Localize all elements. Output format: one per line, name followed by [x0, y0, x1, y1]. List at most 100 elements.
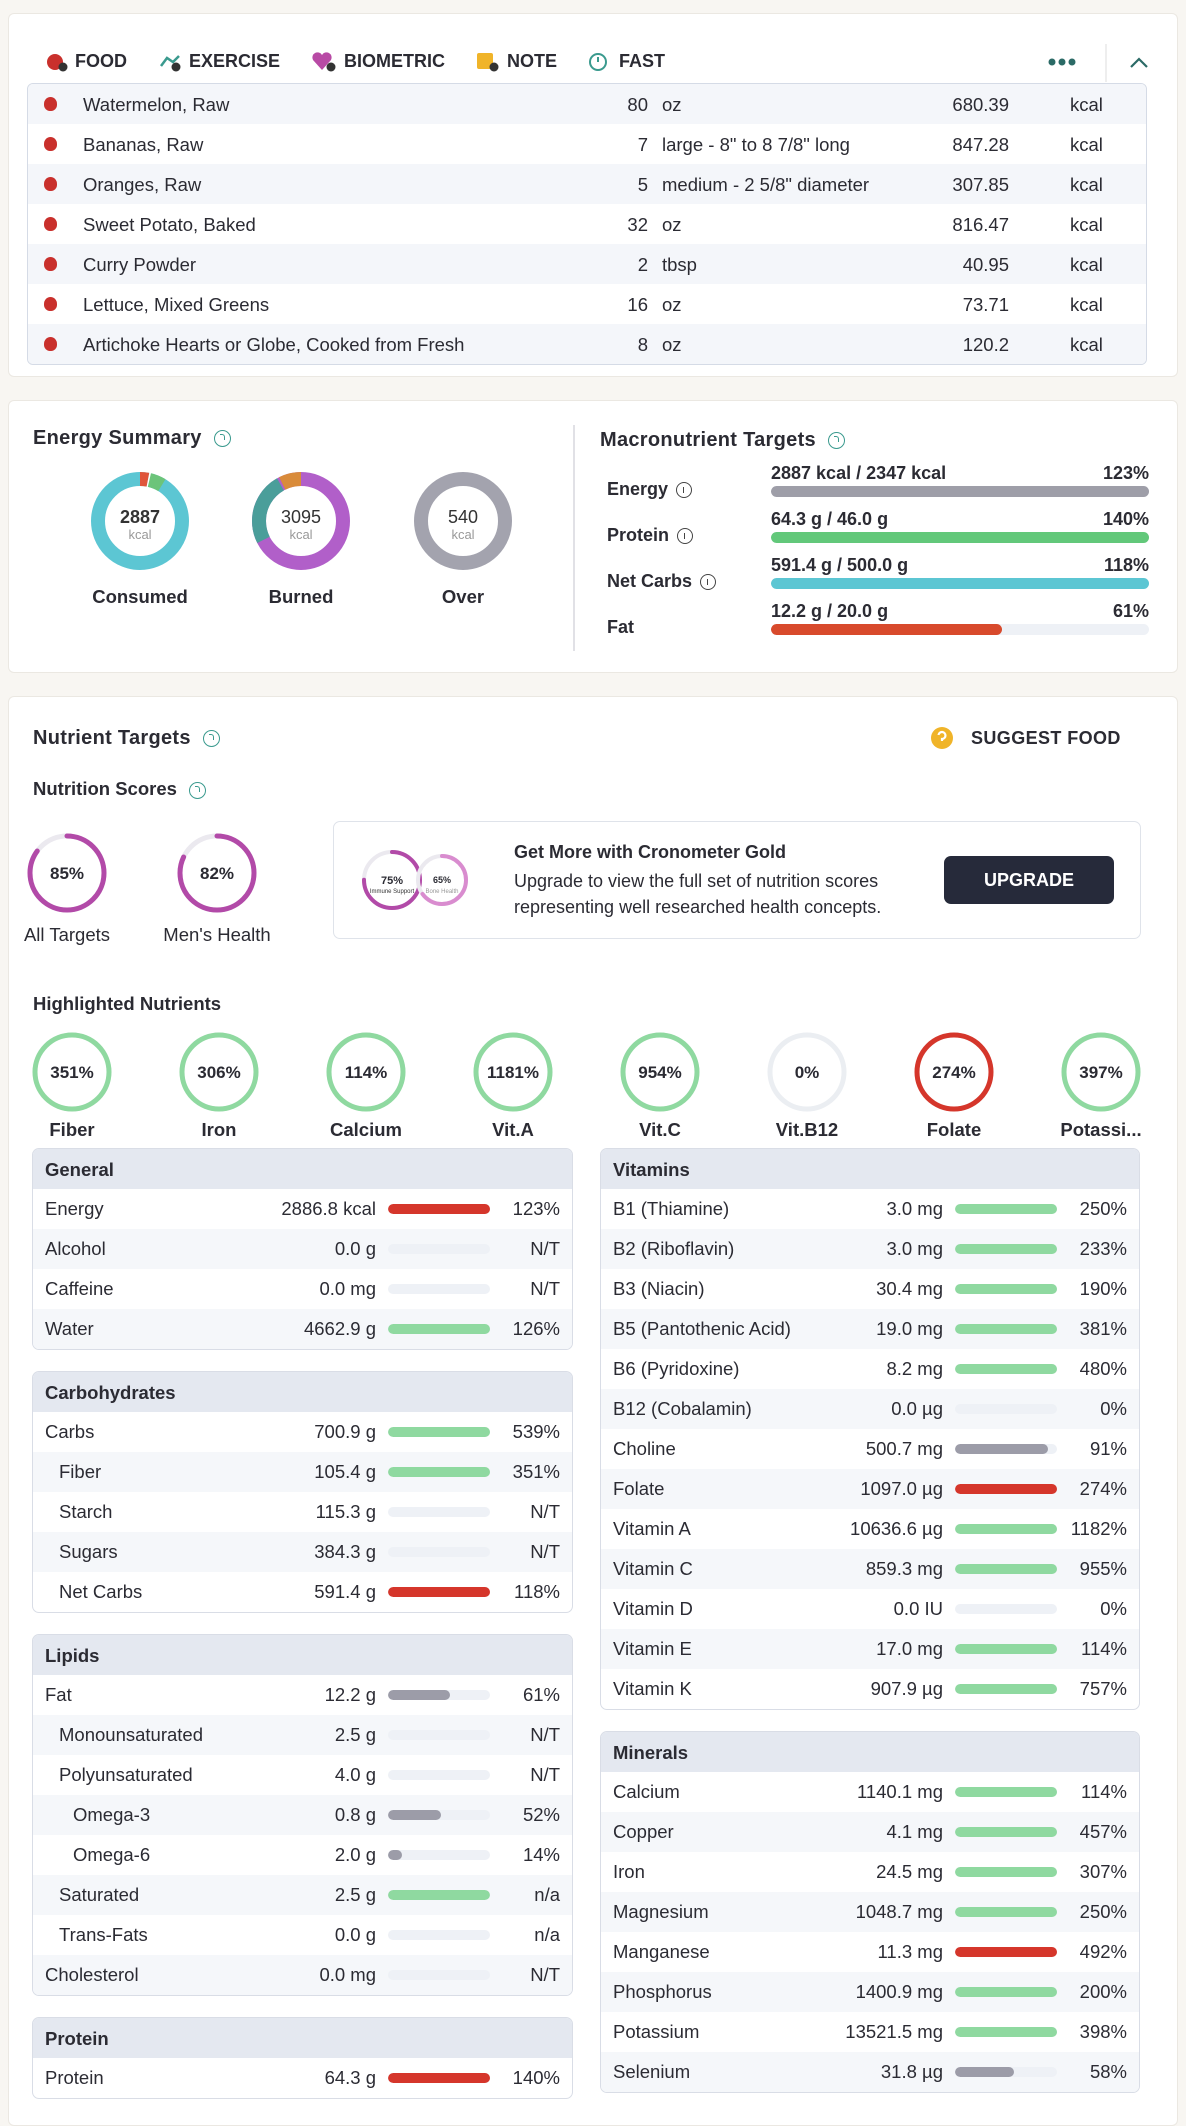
- nutrient-row: Vitamin E 17.0 mg 114%: [601, 1629, 1139, 1669]
- macro-row: Fat 12.2 g / 20.0 g 61%: [607, 601, 1149, 647]
- nutrient-name: B2 (Riboflavin): [613, 1238, 735, 1259]
- nutrient-amount: 17.0 mg: [876, 1638, 943, 1659]
- tab-label[interactable]: FOOD: [75, 50, 127, 71]
- progress-bar: [955, 1244, 1057, 1254]
- info-icon: [677, 528, 694, 545]
- macro-label: Protein: [607, 525, 670, 545]
- tab-label[interactable]: NOTE: [507, 50, 558, 71]
- nutrient-row: Vitamin A 10636.6 µg 1182%: [601, 1509, 1139, 1549]
- nutrient-name: Folate: [926, 1119, 982, 1140]
- ring-label: Over: [441, 586, 485, 607]
- macro-name: Protein: [607, 525, 694, 546]
- ring-arc: [416, 854, 468, 906]
- macro-detail: 64.3 g / 46.0 g: [771, 509, 889, 529]
- table-header: Protein: [33, 2018, 572, 2058]
- tab[interactable]: BIOMETRIC: [310, 50, 445, 72]
- nutrient-row: B1 (Thiamine) 3.0 mg 250%: [601, 1189, 1139, 1229]
- suggest-label[interactable]: SUGGEST FOOD: [971, 727, 1121, 748]
- food-amount: 16: [627, 294, 648, 315]
- help-icon[interactable]: [188, 781, 206, 799]
- nutrient-pct: 1182%: [1070, 1518, 1127, 1539]
- progress-track: [955, 1644, 1057, 1654]
- nutrient-pct: n/a: [534, 1924, 560, 1945]
- nutrient-name: Protein: [45, 2067, 104, 2088]
- nutrient-name: Vitamin A: [613, 1518, 691, 1539]
- nutrient-pct: 14%: [522, 1844, 560, 1865]
- progress-track: [955, 1404, 1057, 1414]
- nutrient-row: Copper 4.1 mg 457%: [601, 1812, 1139, 1852]
- nutrient-amount: 8.2 mg: [886, 1358, 943, 1379]
- ring-value: 0%: [795, 1063, 820, 1082]
- food-unit: large - 8" to 8 7/8" long: [662, 134, 850, 155]
- nutrient-row: Iron 24.5 mg 307%: [601, 1852, 1139, 1892]
- nutrient-amount: 0.0 g: [334, 1924, 376, 1945]
- ring-value: 1181%: [487, 1063, 539, 1082]
- ring-arc: [32, 1032, 112, 1112]
- food-amount: 8: [637, 334, 648, 355]
- ring-value: 85%: [50, 864, 84, 883]
- ring-segment: [252, 472, 350, 570]
- preview-label: Immune Support: [370, 889, 415, 895]
- menu-dot[interactable]: [1058, 58, 1066, 66]
- nutrient-row: Protein 64.3 g 140%: [33, 2058, 572, 2098]
- nutrient-name: Net Carbs: [59, 1581, 143, 1602]
- food-unit: medium - 2 5/8" diameter: [662, 174, 870, 195]
- help-icon[interactable]: [213, 430, 231, 448]
- macro-row: Protein 64.3 g / 46.0 g 140%: [607, 509, 1149, 555]
- nutrient-row: Folate 1097.0 µg 274%: [601, 1469, 1139, 1509]
- tab[interactable]: EXERCISE: [157, 50, 280, 72]
- nutrient-name: Calcium: [330, 1119, 402, 1140]
- help-icon[interactable]: [827, 432, 845, 450]
- nutrient-table: Lipids Fat 12.2 g 61% Monounsaturated 2.5 g N/…: [32, 1634, 573, 1996]
- upgrade-button[interactable]: UPGRADE: [944, 856, 1114, 904]
- nutrient-row: B5 (Pantothenic Acid) 19.0 mg 381%: [601, 1309, 1139, 1349]
- food-amount: 7: [637, 134, 648, 155]
- nutrient-amount: 64.3 g: [324, 2067, 376, 2088]
- nutrient-pct: 123%: [512, 1198, 560, 1219]
- tab-label[interactable]: BIOMETRIC: [344, 50, 446, 71]
- food-row: Oranges, Raw 5 medium - 2 5/8" diameter 307…: [28, 164, 1146, 204]
- tab-label[interactable]: FAST: [619, 50, 666, 71]
- promo-text: Upgrade to view the full set of nutritio…: [514, 871, 882, 917]
- macro-detail: 12.2 g / 20.0 g: [771, 601, 889, 621]
- suggest-food-button[interactable]: SUGGEST FOOD: [929, 725, 1121, 751]
- collapse-chevron[interactable]: [1130, 57, 1148, 68]
- title-text: Energy Summary: [33, 427, 202, 449]
- menu-dot[interactable]: [1068, 58, 1076, 66]
- progress-bar: [388, 1467, 490, 1477]
- food-amount: 2: [637, 254, 648, 275]
- nutrient-name: Omega-6: [73, 1844, 151, 1865]
- nutrient-pct: 58%: [1089, 2061, 1127, 2082]
- burned-ring: [252, 472, 350, 570]
- tab[interactable]: FOOD: [45, 50, 127, 72]
- ring-arc: [326, 1032, 406, 1112]
- nutrient-name: Vitamin D: [613, 1598, 693, 1619]
- food-name: Bananas, Raw: [83, 134, 204, 155]
- progress-track: [388, 1244, 490, 1254]
- help-icon[interactable]: [202, 730, 220, 748]
- nutrient-row: Calcium 1140.1 mg 114%: [601, 1772, 1139, 1812]
- progress-bar: [955, 1987, 1057, 1997]
- tab[interactable]: NOTE: [475, 50, 557, 72]
- nutrient-amount: 907.9 µg: [870, 1678, 943, 1699]
- nutrient-name: Cholesterol: [45, 1964, 139, 1985]
- tab-label[interactable]: EXERCISE: [189, 50, 281, 71]
- menu-dot[interactable]: [1048, 58, 1056, 66]
- ring-label: Burned: [268, 586, 334, 607]
- nutrient-amount: 3.0 mg: [886, 1238, 943, 1259]
- nutrient-name: Phosphorus: [613, 1981, 712, 2002]
- macro-label: Energy: [607, 479, 669, 499]
- tab[interactable]: FAST: [587, 50, 665, 72]
- nutrient-amount: 4662.9 g: [303, 1318, 376, 1339]
- ring-value: 351%: [50, 1063, 93, 1082]
- food-energy-unit: kcal: [1070, 214, 1103, 235]
- progress-bar: [388, 2073, 490, 2083]
- progress-track: [771, 532, 1149, 543]
- nutrient-amount: 0.0 g: [334, 1238, 376, 1259]
- progress-track: [388, 1427, 490, 1437]
- progress-track: [955, 1604, 1057, 1614]
- nutrient-row: Alcohol 0.0 g N/T: [33, 1229, 572, 1269]
- ring-track: [767, 1032, 847, 1112]
- nutrient-amount: 12.2 g: [324, 1684, 376, 1705]
- score-ring: 85%: [27, 833, 107, 913]
